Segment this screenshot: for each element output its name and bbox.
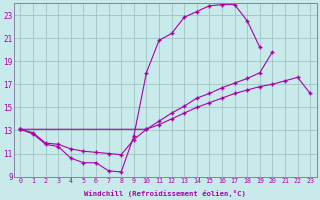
X-axis label: Windchill (Refroidissement éolien,°C): Windchill (Refroidissement éolien,°C) (84, 190, 246, 197)
